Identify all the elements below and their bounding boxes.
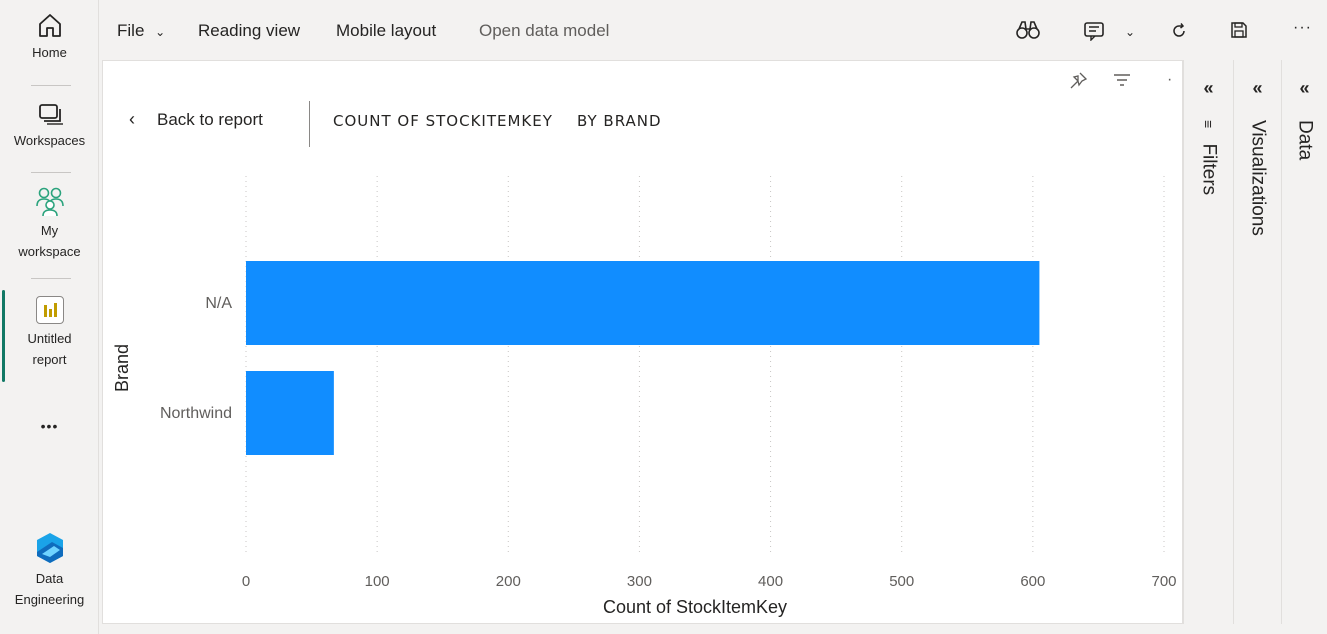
data-engineering-icon xyxy=(36,533,63,563)
nav-de-label-1: Data xyxy=(35,571,64,586)
active-indicator xyxy=(2,290,5,382)
nav-my-workspace[interactable]: My workspace xyxy=(0,184,99,262)
nav-divider xyxy=(31,278,71,279)
home-icon xyxy=(38,14,61,37)
x-tick-label: 300 xyxy=(627,573,652,590)
open-data-model-button[interactable]: Open data model xyxy=(479,21,610,40)
refresh-icon[interactable] xyxy=(1170,22,1188,40)
binoculars-icon[interactable] xyxy=(1015,20,1041,40)
breadcrumb-measure[interactable]: COUNT OF STOCKITEMKEY xyxy=(333,112,553,130)
chevron-left-icon: ‹ xyxy=(129,109,135,129)
nav-data-engineering[interactable]: Data Engineering xyxy=(0,530,99,610)
visualizations-pane[interactable]: « Visualizations xyxy=(1233,60,1281,624)
report-icon xyxy=(35,296,64,324)
filter-icon: ≡ xyxy=(1200,120,1217,129)
people-icon xyxy=(35,187,64,217)
more-options-icon[interactable]: ··· xyxy=(1293,19,1312,36)
nav-report-label-1: Untitled xyxy=(27,331,72,346)
comment-icon[interactable] xyxy=(1083,21,1107,41)
nav-workspaces[interactable]: Workspaces xyxy=(0,100,99,151)
collapse-data-icon[interactable]: « xyxy=(1299,78,1310,98)
nav-report-label-2: report xyxy=(32,352,67,367)
file-menu-label: File xyxy=(117,21,145,40)
mobile-layout-button[interactable]: Mobile layout xyxy=(336,21,437,40)
nav-home-label: Home xyxy=(32,45,67,60)
x-tick-label: 0 xyxy=(242,573,250,590)
nav-untitled-report[interactable]: Untitled report xyxy=(0,296,99,370)
filters-pane-title: ≡ Filters xyxy=(1198,120,1220,195)
data-pane[interactable]: « Data xyxy=(1281,60,1327,624)
reading-view-button[interactable]: Reading view xyxy=(198,21,301,40)
chevron-down-icon: ⌄ xyxy=(155,25,166,39)
nav-my-workspace-label-2: workspace xyxy=(18,244,81,259)
workspaces-icon xyxy=(38,104,63,125)
nav-divider xyxy=(31,85,71,86)
x-tick-label: 500 xyxy=(889,573,914,590)
more-options-icon[interactable]: · xyxy=(1167,71,1173,88)
breadcrumb-dimension[interactable]: BY BRAND xyxy=(577,112,662,130)
filters-label: Filters xyxy=(1198,143,1220,196)
x-tick-label: 200 xyxy=(496,573,521,590)
save-icon[interactable] xyxy=(1229,20,1249,40)
back-to-report-label: Back to report xyxy=(157,110,263,129)
filter-icon[interactable] xyxy=(1112,71,1132,91)
x-tick-label: 100 xyxy=(365,573,390,590)
visualizations-label: Visualizations xyxy=(1247,120,1269,236)
pin-icon[interactable] xyxy=(1068,71,1088,91)
x-tick-label: 600 xyxy=(1020,573,1045,590)
top-toolbar: File ⌄ Reading view Mobile layout Open d… xyxy=(99,0,1327,60)
y-tick-label: N/A xyxy=(205,295,232,312)
nav-divider xyxy=(31,172,71,173)
y-axis-title: Brand xyxy=(112,344,132,392)
nav-de-label-2: Engineering xyxy=(14,592,85,607)
bar[interactable] xyxy=(246,371,334,455)
filters-pane[interactable]: « ≡ Filters xyxy=(1183,60,1233,624)
y-tick-label: Northwind xyxy=(160,405,232,422)
nav-more-button[interactable]: ••• xyxy=(40,418,59,434)
collapse-visualizations-icon[interactable]: « xyxy=(1252,78,1263,98)
nav-workspaces-label: Workspaces xyxy=(13,133,86,148)
report-canvas: · ‹ Back to report COUNT OF STOCKITEMKEY … xyxy=(102,60,1183,624)
collapse-filters-icon[interactable]: « xyxy=(1203,78,1214,98)
file-menu[interactable]: File ⌄ xyxy=(117,20,165,43)
back-to-report-button[interactable]: ‹ Back to report xyxy=(129,109,263,130)
bar-chart: 0 100 200 300 400 500 600 700 N/A Northwind Count … xyxy=(112,176,1177,617)
header-divider xyxy=(309,101,310,147)
nav-my-workspace-label-1: My xyxy=(40,223,59,238)
x-tick-label: 700 xyxy=(1151,573,1176,590)
nav-home[interactable]: Home xyxy=(0,10,99,63)
chevron-down-icon[interactable]: ⌄ xyxy=(1125,25,1136,39)
x-tick-label: 400 xyxy=(758,573,783,590)
data-label: Data xyxy=(1294,120,1316,161)
left-nav: Home Workspaces My workspace xyxy=(0,0,99,634)
bar[interactable] xyxy=(246,261,1040,345)
x-axis-title: Count of StockItemKey xyxy=(603,597,787,617)
